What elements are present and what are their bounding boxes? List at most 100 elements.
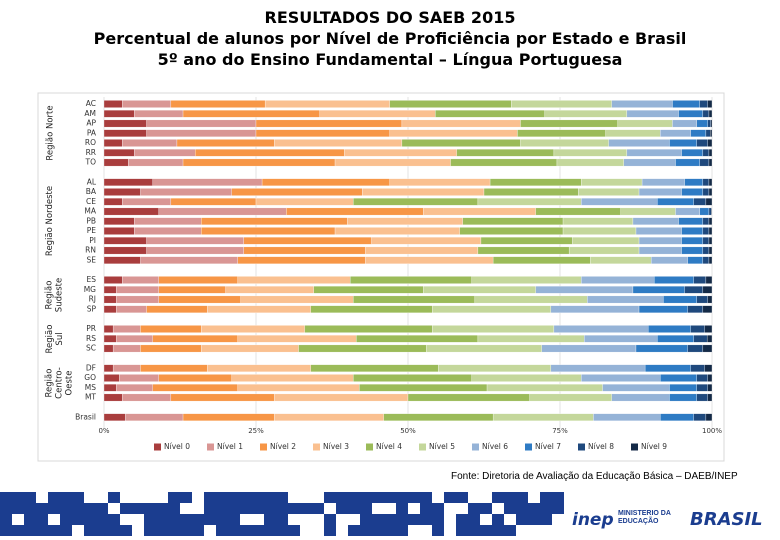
footer-block: [204, 514, 216, 525]
bar-segment: [483, 188, 579, 196]
footer-block: [168, 492, 180, 503]
bar-segment: [702, 256, 710, 264]
footer-block: [168, 503, 180, 514]
bar-segment: [353, 374, 472, 382]
bar-segment: [134, 217, 202, 225]
bar-segment: [122, 276, 159, 284]
footer-block: [144, 525, 156, 536]
bar-segment: [660, 413, 694, 421]
footer-block: [228, 525, 240, 536]
bar-segment: [423, 285, 536, 294]
bar-segment: [617, 119, 673, 128]
bar-segment: [134, 148, 196, 157]
bar-segment: [319, 110, 436, 118]
bar-segment: [492, 256, 591, 264]
footer-block: [192, 525, 204, 536]
bar-segment: [103, 246, 147, 255]
y-tick-label: TO: [85, 158, 97, 167]
bar-segment: [632, 285, 685, 294]
legend-label: Nível 4: [376, 442, 402, 451]
footer-block: [492, 514, 504, 525]
bar-segment: [623, 158, 676, 167]
bar-segment: [122, 139, 178, 147]
footer-block: [72, 492, 84, 503]
footer-block: [360, 514, 372, 525]
logo-brasil: BRASIL: [690, 509, 763, 530]
footer-block: [24, 525, 36, 536]
bar-segment: [401, 119, 521, 128]
region-label: Região Sudeste: [45, 277, 65, 312]
bar-segment: [103, 305, 117, 313]
bar-segment: [657, 334, 694, 343]
bar-segment: [103, 393, 123, 402]
bar-segment: [450, 158, 558, 167]
bar-segment: [535, 207, 621, 216]
bar-segment: [255, 119, 403, 128]
footer-block: [432, 503, 444, 514]
bar-segment: [550, 305, 640, 313]
bar-segment: [708, 178, 713, 186]
bar-segment: [702, 344, 713, 353]
bar-segment: [371, 236, 482, 245]
footer-banner: inep MINISTÉRIO DA EDUCAÇÃO BRASIL: [0, 492, 763, 536]
bar-segment: [182, 413, 275, 421]
bar-segment: [231, 188, 363, 196]
bar-segment: [140, 344, 202, 353]
region-label: Região Centro-Oeste: [45, 367, 75, 399]
legend-label: Nível 7: [535, 442, 561, 451]
footer-block: [276, 514, 288, 525]
bar-segment: [675, 207, 700, 216]
region-label: Região Nordeste: [45, 186, 55, 257]
bar-segment: [435, 110, 545, 118]
bar-segment: [116, 295, 159, 304]
x-tick-label: 50%: [400, 427, 416, 435]
bar-segment: [707, 295, 713, 304]
ministry: MINISTÉRIO DA EDUCAÇÃO: [618, 510, 671, 525]
bar-segment: [182, 158, 336, 167]
bar-segment: [207, 305, 311, 313]
bar-segment: [426, 344, 542, 353]
bar-segment: [103, 207, 159, 216]
bar-segment: [103, 188, 141, 196]
footer-block: [336, 503, 348, 514]
bar-segment: [562, 227, 637, 235]
bar-segment: [678, 217, 704, 225]
y-tick-label: SP: [87, 304, 97, 313]
bar-segment: [103, 178, 153, 186]
y-tick-label: GO: [84, 373, 96, 382]
y-tick-label: BA: [86, 187, 97, 196]
y-tick-label: MA: [84, 207, 96, 216]
bar-segment: [699, 100, 708, 108]
footer-block: [540, 492, 564, 503]
footer-block: [24, 492, 36, 503]
bar-segment: [103, 295, 117, 304]
bar-segment: [103, 100, 123, 108]
bar-segment: [201, 344, 299, 353]
bar-segment: [353, 295, 476, 304]
y-tick-label: MG: [84, 285, 96, 294]
bar-segment: [261, 178, 390, 186]
y-tick-label: PR: [86, 324, 96, 333]
footer-block: [180, 492, 192, 503]
y-tick-label: RN: [85, 246, 96, 255]
bar-segment: [116, 285, 159, 294]
bar-segment: [705, 129, 711, 137]
footer-block: [60, 514, 72, 525]
footer-block: [504, 503, 516, 514]
bar-segment: [140, 256, 238, 264]
bar-segment: [459, 227, 564, 235]
footer-block: [228, 514, 240, 525]
bar-segment: [660, 374, 697, 382]
bar-segment: [638, 188, 682, 196]
bar-segment: [471, 276, 582, 284]
y-tick-label: PE: [87, 226, 97, 235]
bar-segment: [705, 197, 713, 206]
footer-block: [288, 503, 300, 514]
footer-block: [156, 514, 168, 525]
bar-segment: [237, 383, 360, 392]
y-tick-label: RS: [86, 334, 96, 343]
bar-segment: [480, 236, 573, 245]
y-tick-label: Brasil: [75, 412, 96, 421]
footer-block: [396, 514, 408, 525]
